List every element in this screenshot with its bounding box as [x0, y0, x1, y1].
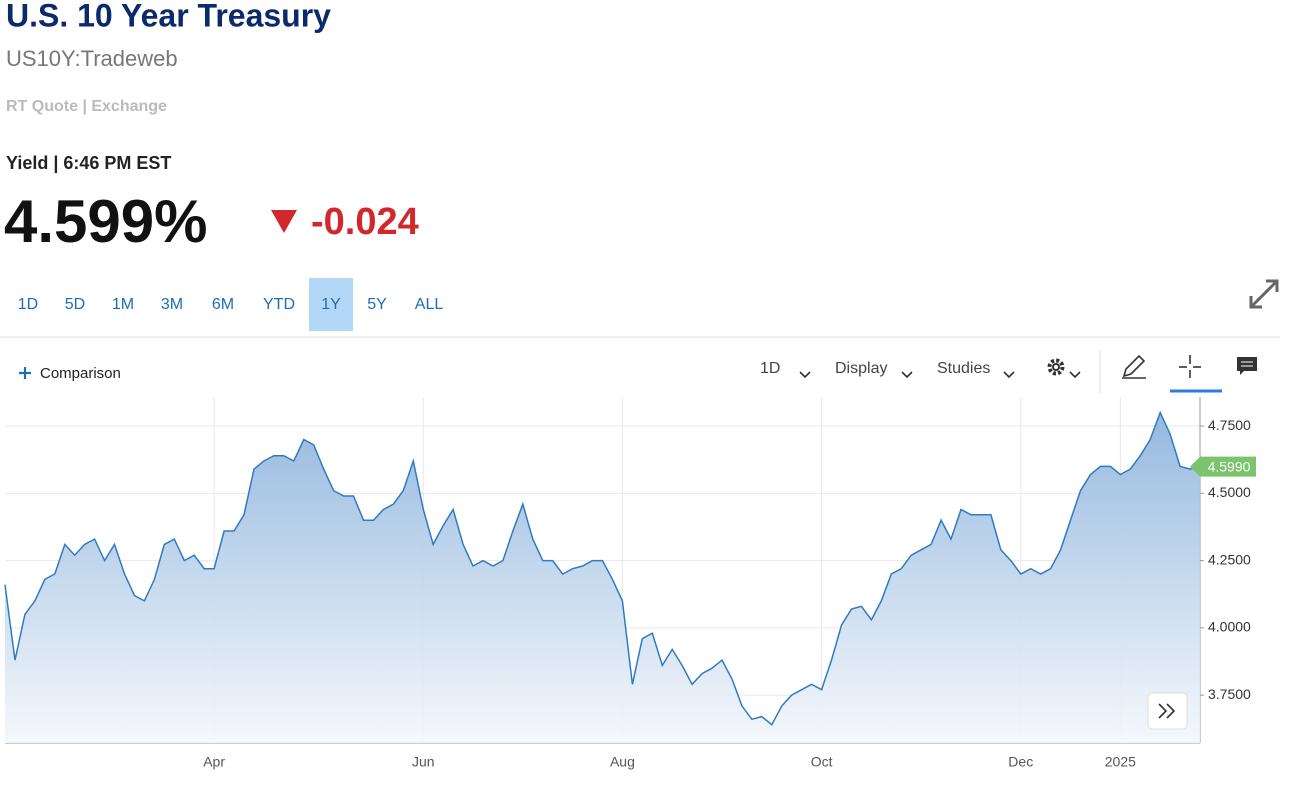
quote-label: Yield | 6:46 PM EST: [6, 153, 171, 173]
last-value-label: 4.5990: [1208, 458, 1251, 474]
x-tick-label: Apr: [203, 754, 225, 770]
range-button[interactable]: 1M: [112, 296, 134, 313]
studies-button[interactable]: Studies: [937, 360, 990, 377]
line: [4, 410, 1201, 726]
y-tick-label: 4.0000: [1208, 619, 1251, 635]
comparison-plus[interactable]: [19, 367, 31, 379]
x-tick-label: 2025: [1105, 754, 1136, 770]
crosshair-icon[interactable]: [1179, 355, 1201, 378]
y-tick-label: 4.2500: [1208, 551, 1251, 567]
title: U.S. 10 Year Treasury: [6, 0, 331, 33]
range-selector: 1D 5D 1M 3M 6M YTD 1Y 5Y ALL: [18, 278, 444, 331]
range-button[interactable]: YTD: [263, 296, 295, 313]
price: 4.599%: [4, 188, 208, 255]
range-button[interactable]: 6M: [212, 296, 234, 313]
draw-icon[interactable]: [1122, 354, 1146, 379]
x-tick-label: Aug: [610, 754, 635, 770]
last-value-tag: [1190, 456, 1256, 477]
x-tick-label: Jun: [412, 754, 435, 770]
y-tick-label: 4.7500: [1208, 417, 1251, 433]
chevron: [1003, 371, 1015, 379]
range-button[interactable]: ALL: [415, 296, 444, 313]
chart: Apr Jun Aug Oct Dec 2025 3.7500 4.0000 4.2500 4.5…: [4, 397, 1256, 770]
interval-button[interactable]: 1D: [760, 360, 780, 377]
chevron: [901, 371, 913, 379]
y-tick-label: 4.5000: [1208, 484, 1251, 500]
range-button[interactable]: 1Y: [321, 296, 341, 313]
x-tick-label: Oct: [811, 754, 833, 770]
display-button[interactable]: Display: [835, 360, 887, 377]
range-button[interactable]: 3M: [161, 296, 183, 313]
change: -0.024: [311, 201, 419, 243]
comment-icon[interactable]: [1237, 357, 1257, 375]
expand-icon[interactable]: [1249, 279, 1279, 309]
x-tick-label: Dec: [1008, 754, 1033, 770]
range-button[interactable]: 5Y: [367, 296, 387, 313]
source: RT Quote | Exchange: [6, 98, 167, 115]
y-tick-label: 3.7500: [1208, 686, 1251, 702]
scroll-button[interactable]: [1147, 692, 1188, 730]
range-button[interactable]: 5D: [65, 296, 85, 313]
chevron: [799, 371, 811, 379]
chevron: [1069, 371, 1081, 379]
comparison-button[interactable]: Comparison: [40, 365, 121, 382]
symbol: US10Y:Tradeweb: [6, 46, 178, 71]
down-arrow: [271, 210, 297, 233]
range-button[interactable]: 1D: [18, 296, 38, 313]
settings-icon[interactable]: [1047, 358, 1065, 376]
range-selected-bg: [309, 278, 353, 331]
area: [5, 412, 1200, 743]
